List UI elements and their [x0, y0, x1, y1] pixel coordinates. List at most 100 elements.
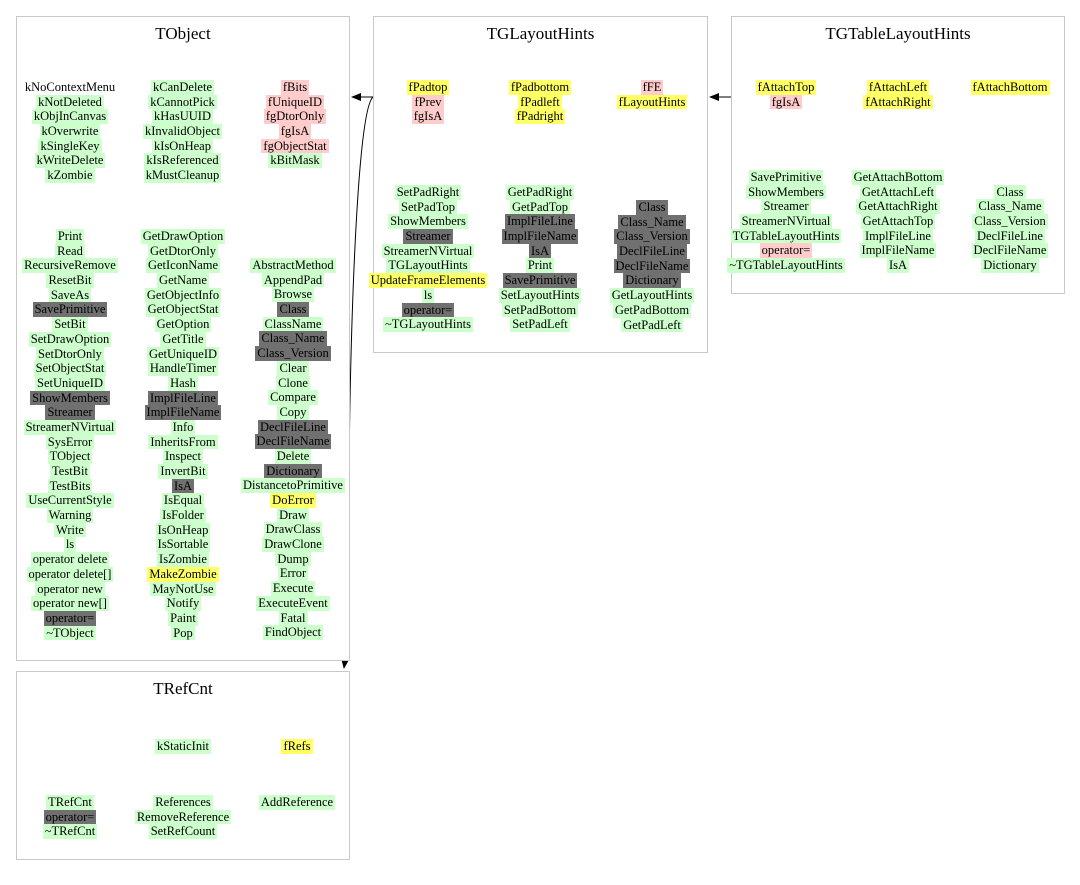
class-member: IsA: [528, 243, 552, 259]
class-member: ~TGTableLayoutHints: [727, 258, 845, 273]
class-member: SetDrawOption: [28, 331, 112, 347]
class-member: AddReference: [258, 795, 336, 810]
class-member: Execute: [270, 581, 316, 596]
class-member: TestBits: [47, 478, 93, 494]
class-member: Class_Name: [259, 331, 327, 347]
class-member: fgIsA: [769, 94, 803, 110]
class-member: kCannotPick: [148, 94, 217, 110]
class-member: kIsOnHeap: [152, 138, 213, 154]
member-column-2: fAttachLeft fAttachRight: [844, 80, 952, 110]
class-member: GetUniqueID: [146, 346, 220, 362]
class-member: operator delete[]: [26, 566, 114, 582]
class-member: kNoContextMenu: [24, 80, 116, 94]
class-member: Streamer: [403, 229, 453, 244]
class-member: IsFolder: [160, 508, 206, 523]
class-member: fgDtorOnly: [263, 109, 327, 125]
method-column-2: References RemoveReference SetRefCount: [132, 795, 234, 840]
class-member: SetPadBottom: [501, 302, 579, 318]
class-member: kInvalidObject: [143, 124, 222, 139]
class-member: Class: [277, 302, 309, 317]
class-member: kStaticInit: [154, 739, 212, 754]
enum-column: kStaticInit: [132, 739, 234, 754]
class-member: GetAttachRight: [856, 199, 940, 215]
class-member: GetPadLeft: [621, 317, 683, 333]
class-member: IsSortable: [155, 537, 211, 553]
class-member: Read: [55, 243, 85, 259]
class-member: GetName: [157, 273, 209, 288]
class-member: ImplFileName: [501, 229, 579, 244]
class-member: operator new: [35, 581, 105, 597]
class-member: kOverwrite: [39, 124, 101, 139]
class-member: fPadtop: [406, 80, 450, 95]
member-column: fBits fUniqueID fgDtorOnly fgIsA fgObjectSta…: [256, 80, 334, 169]
class-member: kNotDeleted: [36, 94, 104, 110]
class-member: AbstractMethod: [250, 258, 336, 273]
class-member: kMustCleanup: [143, 168, 222, 183]
class-member: AppendPad: [261, 272, 325, 288]
member-column-3: fFE fLayoutHints: [598, 80, 706, 110]
method-column-3: Class Class_Name Class_Version DeclFileLine…: [956, 170, 1064, 273]
class-member: fFE: [640, 80, 664, 95]
member-column-3: fAttachBottom: [956, 80, 1064, 95]
class-member: Print: [55, 229, 85, 244]
class-member: UpdateFrameElements: [368, 273, 488, 288]
class-member: DeclFileLine: [975, 228, 1045, 244]
class-member: ls: [63, 537, 77, 553]
class-member: DeclFileName: [613, 258, 691, 274]
class-member: Streamer: [761, 199, 811, 215]
class-member: fLayoutHints: [616, 94, 688, 110]
class-member: Fatal: [278, 610, 308, 626]
class-title: TGTableLayoutHints: [825, 24, 971, 43]
class-member: SetUniqueID: [35, 375, 105, 391]
class-member: Streamer: [45, 405, 95, 420]
class-member: TGTableLayoutHints: [730, 228, 842, 244]
class-member: ShowMembers: [388, 214, 468, 230]
method-column-2: GetDrawOption GetDtorOnly GetIconName GetNa…: [132, 229, 234, 641]
class-member: ClassName: [262, 316, 324, 332]
class-member: ShowMembers: [746, 184, 826, 200]
class-member: fPadleft: [518, 94, 562, 110]
class-member: operator new[]: [31, 596, 109, 611]
class-member: MakeZombie: [147, 566, 219, 582]
class-member: GetAttachTop: [860, 214, 936, 229]
class-member: StreamerNVirtual: [23, 419, 117, 435]
class-member: ImplFileName: [859, 243, 937, 259]
class-member: operator=: [759, 243, 813, 259]
class-member: SaveAs: [48, 287, 92, 303]
class-member: TObject: [47, 449, 93, 464]
class-box-tglayouthints: TGLayoutHints fPadtop fPrev fgIsA fPadbott…: [368, 16, 708, 353]
class-title: TGLayoutHints: [486, 24, 595, 43]
class-member: GetAttachLeft: [859, 184, 937, 200]
class-member: DeclFileName: [254, 434, 332, 449]
class-member: GetPadTop: [509, 199, 571, 215]
class-title: TObject: [155, 24, 211, 43]
class-member: operator=: [43, 809, 97, 825]
class-member: Copy: [277, 404, 309, 420]
method-column-2: GetPadRight GetPadTop ImplFileLine ImplFile…: [486, 185, 594, 332]
enum-column-1: kNoContextMenu kNotDeleted kObjInCanvas kOv…: [17, 80, 123, 183]
class-member: GetPadBottom: [612, 302, 692, 318]
class-member: fPadright: [514, 109, 566, 125]
class-member: Inspect: [162, 449, 204, 464]
class-member: ExecuteEvent: [256, 595, 330, 611]
class-box-trefcnt: TRefCnt kStaticInit fRefs TRefCnt operato…: [16, 671, 350, 860]
class-member: StreamerNVirtual: [739, 214, 833, 229]
class-member: DoError: [270, 493, 316, 508]
class-member: Clone: [276, 375, 310, 391]
class-member: SetLayoutHints: [498, 287, 582, 303]
class-member: kCanDelete: [150, 80, 214, 95]
class-member: fgIsA: [411, 109, 445, 125]
class-member: SysError: [45, 434, 95, 450]
class-member: InvertBit: [158, 464, 208, 479]
method-column-3: Class Class_Name Class_Version DeclFileLine…: [598, 200, 706, 333]
class-member: References: [153, 795, 213, 810]
class-member: ImplFileLine: [505, 214, 575, 230]
class-member: MayNotUse: [150, 581, 216, 597]
class-member: GetPadRight: [505, 185, 575, 200]
class-member: GetLayoutHints: [609, 288, 695, 303]
method-column-3: AbstractMethod AppendPad Browse Class ClassN…: [237, 258, 349, 640]
class-member: Dictionary: [981, 258, 1039, 273]
method-column-1: SavePrimitive ShowMembers Streamer Streamer…: [724, 170, 848, 273]
class-member: Class: [994, 184, 1026, 200]
class-member: TestBit: [50, 464, 90, 479]
